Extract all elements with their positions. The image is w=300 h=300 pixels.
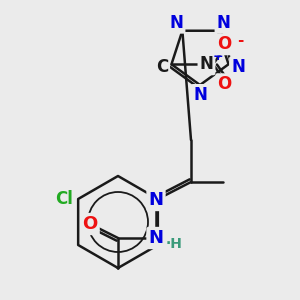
Text: -: -	[237, 33, 244, 48]
Text: O: O	[217, 75, 232, 93]
Text: N: N	[200, 55, 213, 73]
Text: N: N	[217, 14, 230, 32]
Text: +: +	[212, 50, 223, 63]
Text: N: N	[231, 58, 245, 76]
Text: N: N	[148, 191, 164, 209]
Text: C: C	[156, 58, 168, 76]
Text: O: O	[217, 35, 232, 53]
Text: N: N	[148, 229, 164, 247]
Text: N: N	[169, 14, 183, 32]
Text: ·H: ·H	[166, 237, 182, 251]
Text: N: N	[193, 86, 207, 104]
Text: Cl: Cl	[55, 190, 73, 208]
Text: O: O	[82, 215, 98, 233]
